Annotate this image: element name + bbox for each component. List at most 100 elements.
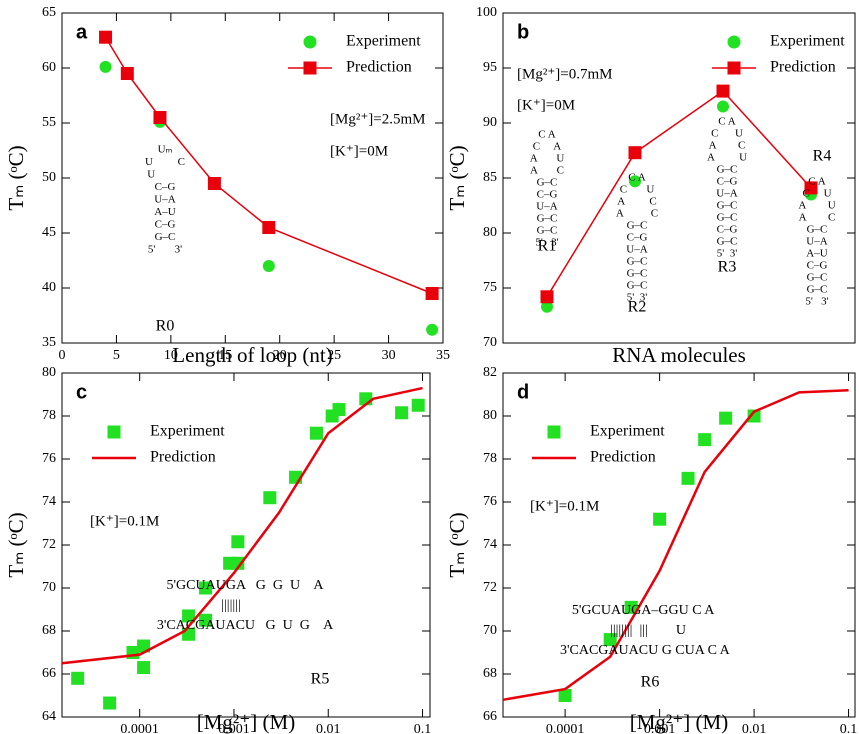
- y-tick-label: 60: [42, 60, 56, 75]
- point: [262, 260, 275, 272]
- point: [541, 300, 553, 313]
- point: [332, 403, 346, 417]
- x-tick-label: 0.001: [644, 722, 676, 734]
- point: [411, 398, 425, 412]
- category-label: R3: [718, 259, 737, 276]
- y-axis-title: Tₘ (ᵒC): [4, 145, 28, 210]
- panel-label: b: [517, 21, 529, 43]
- x-tick-label: 0.001: [218, 722, 250, 734]
- y-tick-label: 74: [483, 537, 497, 552]
- y-tick-label: 100: [476, 5, 497, 20]
- y-tick-label: 82: [483, 365, 497, 380]
- panel-label: c: [76, 381, 87, 403]
- structure-line: 5' 3': [148, 244, 182, 256]
- structure-line: U–A: [154, 194, 175, 206]
- point: [231, 556, 245, 570]
- y-tick-label: 80: [483, 225, 497, 240]
- structure-label: R5: [311, 671, 330, 688]
- legend-marker: [727, 35, 741, 49]
- y-tick-label: 72: [42, 537, 56, 552]
- structure-line: A C: [617, 196, 656, 208]
- legend-label: Prediction: [346, 59, 412, 76]
- series-line: [61, 386, 423, 665]
- structure-line: A U: [707, 152, 747, 164]
- x-tick-label: 0.1: [414, 722, 432, 734]
- structure-line: A C: [530, 165, 564, 177]
- structure-line: C A: [538, 129, 555, 141]
- structure-line: C–G: [717, 176, 738, 188]
- y-tick-label: 76: [483, 494, 497, 509]
- structure-line: 5'GCUAUGA G G U A: [167, 578, 325, 593]
- structure-line: C–G: [807, 260, 828, 272]
- series-line: [546, 90, 812, 298]
- point: [99, 30, 113, 44]
- structure-line: A–U: [806, 248, 827, 260]
- annotation: [Mg²⁺]=0.7mM: [517, 66, 612, 82]
- y-tick-label: 40: [42, 280, 56, 295]
- y-tick-label: 45: [42, 225, 56, 240]
- point: [716, 84, 730, 98]
- annotation: [K⁺]=0.1M: [530, 498, 599, 514]
- point: [540, 290, 554, 304]
- structure-line: 5' 3': [627, 292, 647, 304]
- structure-line: |||||||| ||| U: [610, 623, 686, 638]
- point: [747, 409, 761, 423]
- y-tick-label: 85: [483, 170, 497, 185]
- category-label: R1: [538, 238, 557, 255]
- point: [207, 177, 221, 190]
- point: [120, 67, 134, 80]
- y-tick-label: 80: [483, 408, 497, 423]
- legend-label: Experiment: [590, 423, 665, 440]
- y-tick-label: 78: [42, 408, 56, 423]
- structure-line: 5' 3': [717, 248, 737, 260]
- x-tick-label: 25: [327, 348, 341, 363]
- structure-line: G–C: [537, 177, 558, 189]
- x-axis-title: [Mg²⁺] (M): [630, 710, 728, 734]
- y-tick-label: 64: [42, 709, 56, 724]
- legend-label: Experiment: [346, 33, 421, 50]
- structure-line: G–C: [717, 212, 738, 224]
- structure-line: C–G: [155, 219, 176, 231]
- point: [99, 60, 112, 73]
- point: [137, 639, 151, 653]
- y-tick-label: 95: [483, 60, 497, 75]
- structure-line: C U: [711, 128, 743, 140]
- structure-line: G–C: [537, 225, 558, 237]
- x-axis-title: RNA molecules: [612, 343, 746, 367]
- structure-line: |||||||: [221, 598, 269, 613]
- point: [698, 433, 712, 447]
- structure-line: C–G: [627, 232, 648, 244]
- point: [629, 175, 641, 188]
- point: [137, 661, 151, 675]
- structure-line: C–G: [717, 224, 738, 236]
- y-axis-title: Tₘ (ᵒC): [4, 512, 28, 577]
- legend-marker: [107, 425, 121, 439]
- annotation: [K⁺]=0.1M: [90, 513, 159, 529]
- y-tick-label: 68: [483, 666, 497, 681]
- point: [628, 146, 642, 160]
- point: [103, 696, 117, 710]
- legend-label: Prediction: [590, 449, 656, 466]
- structure-line: A U: [530, 153, 565, 165]
- y-tick-label: 70: [483, 623, 497, 638]
- point: [153, 111, 167, 124]
- structure-line: G–C: [627, 220, 648, 232]
- category-label: R4: [813, 148, 832, 165]
- point: [262, 221, 276, 234]
- structure-label: R0: [156, 318, 175, 335]
- structure-line: C U: [620, 184, 655, 196]
- structure-line: 3'CACGAUACU G U G A: [157, 618, 334, 633]
- x-tick-label: 35: [436, 348, 450, 363]
- structure-line: A C: [616, 208, 658, 220]
- structure-line: G–C: [155, 231, 176, 243]
- annotation: [K⁺]=0M: [330, 143, 388, 159]
- y-tick-label: 70: [483, 335, 497, 350]
- structure-line: G–C: [717, 200, 738, 212]
- x-tick-label: 20: [273, 348, 287, 363]
- structure-line: G–C: [807, 284, 828, 296]
- legend-marker: [547, 425, 561, 439]
- point: [425, 287, 439, 300]
- x-tick-label: 10: [164, 348, 178, 363]
- structure-line: U–A: [536, 201, 557, 213]
- y-tick-label: 75: [483, 280, 497, 295]
